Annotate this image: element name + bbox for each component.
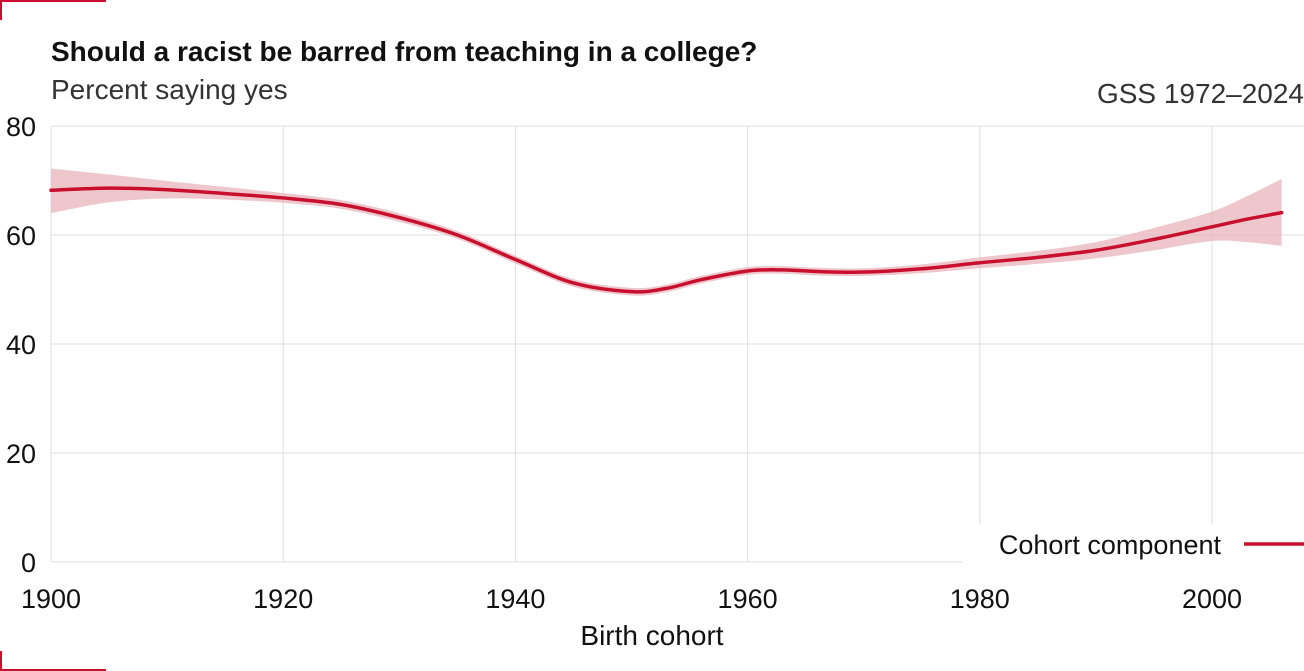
x-tick-label: 1920: [253, 584, 313, 614]
corner-mark-bottom: [0, 651, 2, 671]
chart-subtitle: Percent saying yes: [51, 74, 288, 105]
confidence-band: [51, 168, 1282, 296]
x-tick-label: 2000: [1182, 584, 1242, 614]
y-axis-ticks: 0 20 40 60 80: [6, 112, 36, 578]
x-tick-label: 1980: [950, 584, 1010, 614]
corner-mark-bottom-line: [0, 669, 106, 671]
x-tick-label: 1940: [485, 584, 545, 614]
y-tick-label: 40: [6, 330, 36, 360]
x-tick-label: 1960: [718, 584, 778, 614]
legend-label: Cohort component: [999, 530, 1222, 560]
series-line-cohort-component: [49, 186, 1284, 294]
confidence-band-area: [51, 168, 1282, 296]
y-tick-label: 0: [21, 548, 36, 578]
y-tick-label: 80: [6, 112, 36, 142]
x-axis-ticks: 1900 1920 1940 1960 1980 2000: [21, 584, 1242, 614]
corner-mark-top: [0, 0, 2, 20]
y-tick-label: 60: [6, 221, 36, 251]
series-lines: [49, 186, 1284, 294]
chart-title: Should a racist be barred from teaching …: [51, 36, 758, 67]
x-tick-label: 1900: [21, 584, 81, 614]
y-tick-label: 20: [6, 439, 36, 469]
x-axis-label: Birth cohort: [580, 620, 724, 651]
chart-source: GSS 1972–2024: [1096, 78, 1304, 109]
corner-mark-top-line: [0, 0, 106, 2]
legend: Cohort component: [962, 524, 1304, 566]
